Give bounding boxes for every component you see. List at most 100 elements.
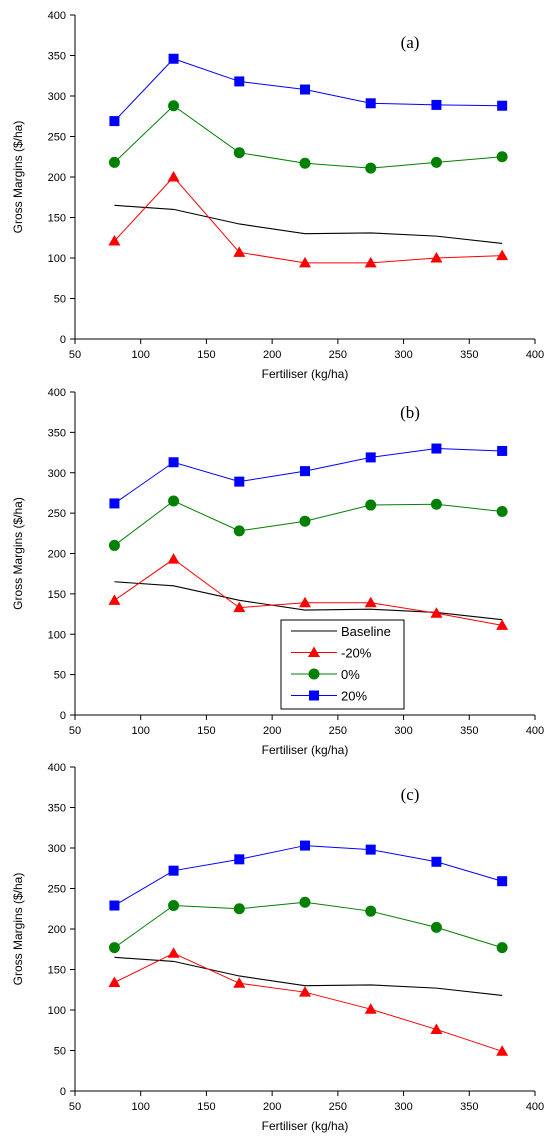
data-point-plus20: [365, 452, 376, 463]
x-tick-label: 100: [132, 349, 150, 361]
data-point-plus20: [300, 466, 310, 477]
y-tick-label: 50: [54, 1046, 66, 1058]
y-tick-label: 100: [48, 629, 66, 641]
x-tick-label: 200: [263, 1101, 281, 1113]
data-point-zero: [168, 900, 180, 912]
series-line-baseline: [114, 581, 503, 621]
x-tick-label: 350: [460, 1101, 478, 1113]
data-point-plus20: [168, 457, 179, 468]
data-point-zero: [233, 903, 245, 915]
data-point-zero: [496, 151, 508, 163]
y-tick-label: 300: [48, 91, 66, 103]
x-tick-label: 150: [197, 725, 215, 737]
x-tick-label: 300: [394, 349, 412, 361]
series-baseline: [114, 204, 503, 244]
data-point-minus20: [496, 1045, 509, 1056]
x-tick-label: 50: [69, 349, 81, 361]
data-point-plus20: [300, 84, 310, 95]
data-point-plus20: [365, 844, 376, 855]
x-tick-label: 100: [132, 725, 150, 737]
data-point-zero: [299, 515, 311, 527]
legend-item-baseline: Baseline: [291, 624, 391, 639]
y-axis-title: Gross Margins ($/ha): [11, 873, 25, 986]
x-tick-label: 50: [69, 1101, 81, 1113]
series-baseline: [114, 956, 503, 996]
x-tick-label: 200: [263, 725, 281, 737]
x-tick-label: 250: [329, 725, 347, 737]
data-point-zero: [299, 157, 311, 169]
y-tick-label: 200: [48, 172, 66, 184]
series-plus20: [109, 443, 508, 509]
x-tick-label: 150: [197, 349, 215, 361]
x-tick-label: 300: [394, 725, 412, 737]
y-tick-label: 0: [60, 334, 66, 346]
data-point-minus20: [299, 256, 311, 268]
x-tick-label: 200: [263, 349, 281, 361]
data-point-minus20: [364, 596, 377, 608]
data-point-minus20: [108, 234, 121, 246]
data-point-minus20: [299, 596, 311, 608]
y-tick-label: 350: [48, 427, 66, 439]
series-line-baseline: [114, 204, 503, 244]
data-point-plus20: [431, 856, 442, 867]
data-point-plus20: [234, 76, 245, 87]
series-zero: [108, 896, 508, 954]
legend-item-zero: 0%: [291, 667, 360, 682]
y-tick-label: 0: [60, 1086, 66, 1098]
x-tick-label: 100: [132, 1101, 150, 1113]
series-line-zero: [114, 105, 503, 169]
data-point-plus20: [431, 443, 442, 454]
data-point-minus20: [108, 976, 121, 987]
x-tick-label: 300: [394, 1101, 412, 1113]
data-point-plus20: [109, 116, 120, 127]
panel-label: (a): [401, 33, 420, 52]
legend-label: 0%: [341, 667, 360, 682]
legend-label: -20%: [341, 646, 372, 661]
data-point-zero: [233, 147, 245, 159]
data-point-zero: [108, 156, 120, 168]
y-tick-label: 0: [60, 710, 66, 722]
data-point-zero: [108, 539, 120, 551]
data-point-minus20: [430, 1023, 443, 1034]
legend-label: 20%: [341, 689, 367, 704]
data-point-minus20: [496, 619, 509, 630]
x-tick-label: 400: [526, 349, 544, 361]
x-tick-label: 250: [329, 349, 347, 361]
y-axis-title: Gross Margins ($/ha): [11, 497, 25, 610]
data-point-zero: [299, 896, 311, 908]
data-point-plus20: [497, 100, 508, 111]
data-point-minus20: [430, 252, 443, 263]
legend-marker: [308, 646, 320, 657]
data-point-minus20: [299, 986, 311, 997]
data-point-zero: [430, 498, 442, 510]
data-point-zero: [430, 156, 442, 168]
data-point-zero: [496, 506, 508, 518]
data-point-plus20: [431, 99, 442, 110]
data-point-plus20: [234, 854, 245, 865]
series-minus20: [108, 171, 509, 268]
panel-label: (c): [401, 785, 420, 804]
data-point-zero: [365, 162, 377, 174]
y-tick-label: 50: [54, 294, 66, 306]
x-tick-label: 150: [197, 1101, 215, 1113]
data-point-zero: [365, 499, 377, 511]
legend-marker: [308, 668, 320, 680]
data-point-zero: [108, 942, 120, 954]
y-tick-label: 400: [48, 10, 66, 22]
y-tick-label: 250: [48, 132, 66, 144]
y-tick-label: 300: [48, 843, 66, 855]
series-line-minus20: [114, 558, 503, 626]
y-tick-label: 50: [54, 670, 66, 682]
y-tick-label: 100: [48, 1005, 66, 1017]
data-point-minus20: [364, 256, 377, 268]
series-zero: [108, 100, 508, 174]
legend-item-plus20: 20%: [291, 689, 367, 704]
data-point-plus20: [168, 53, 179, 64]
data-point-minus20: [167, 947, 180, 958]
y-tick-label: 150: [48, 589, 66, 601]
x-tick-label: 350: [460, 349, 478, 361]
